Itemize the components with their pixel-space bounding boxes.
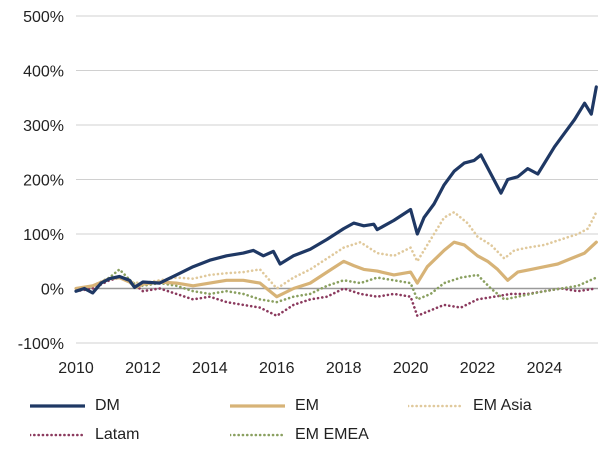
legend-label-em-emea: EM EMEA [295,426,369,443]
legend-item-em-asia: EM Asia [408,394,532,418]
legend-label-em-asia: EM Asia [473,397,532,414]
x-tick-label: 2012 [125,360,161,377]
y-tick-label: 0% [41,282,64,299]
x-tick-label: 2014 [192,360,228,377]
y-tick-label: 300% [23,118,64,135]
legend-item-dm: DM [30,394,120,418]
x-tick-label: 2024 [527,360,563,377]
legend-swatch-dm [30,404,85,408]
series-line-dm [74,85,598,295]
legend-item-em: EM [230,394,319,418]
legend-label-dm: DM [95,397,120,414]
legend-swatch-em-asia [408,404,463,408]
legend-item-em-emea: EM EMEA [230,423,369,447]
x-tick-label: 2018 [326,360,362,377]
y-tick-label: 100% [23,227,64,244]
x-tick-label: 2020 [393,360,429,377]
legend: DM EM EM Asia Latam EM EMEA [0,388,600,450]
series-line-latam [74,276,598,318]
legend-swatch-em [230,404,285,408]
y-tick-label: 400% [23,64,64,81]
series-line-em-emea [74,268,598,304]
legend-item-latam: Latam [30,423,139,447]
x-tick-label: 2016 [259,360,295,377]
x-tick-label: 2010 [58,360,94,377]
legend-swatch-latam [30,433,85,437]
legend-swatch-em-emea [230,433,285,437]
axes: -100% 0% 100% 200% 300% 400% 500% 2010 2012 2014 2… [18,9,563,377]
y-tick-label: -100% [18,336,64,353]
x-tick-label: 2022 [460,360,496,377]
y-tick-label: 200% [23,173,64,190]
legend-label-em: EM [295,397,319,414]
y-tick-label: 500% [23,9,64,26]
series-line-em-asia [74,210,598,290]
series-lines [74,85,598,318]
legend-label-latam: Latam [95,426,140,443]
